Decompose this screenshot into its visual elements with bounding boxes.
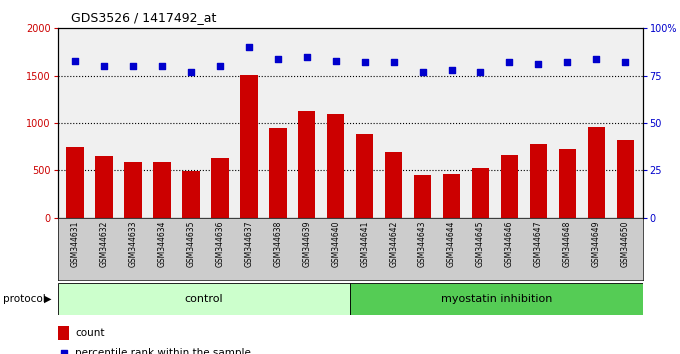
Point [504, 59, 515, 65]
Bar [350, 283, 643, 315]
Text: GSM344648: GSM344648 [563, 221, 572, 267]
Text: GSM344631: GSM344631 [71, 221, 80, 267]
Point [475, 69, 486, 75]
Point [417, 69, 428, 75]
Point [252, 261, 262, 267]
Point [359, 59, 370, 65]
Point [562, 59, 573, 65]
Bar [182, 171, 200, 218]
Bar [414, 175, 431, 218]
Text: GSM344639: GSM344639 [303, 221, 311, 267]
Bar [58, 283, 350, 315]
Text: ▶: ▶ [44, 294, 51, 304]
Bar [472, 167, 489, 218]
Text: percentile rank within the sample: percentile rank within the sample [75, 348, 251, 354]
Text: GSM344645: GSM344645 [476, 221, 485, 267]
Point [591, 56, 602, 62]
Bar [500, 155, 518, 218]
Bar [385, 152, 403, 218]
Text: GSM344650: GSM344650 [621, 221, 630, 267]
Point [301, 54, 312, 59]
Point [128, 63, 139, 69]
Text: GSM344636: GSM344636 [216, 221, 224, 267]
Bar [617, 140, 634, 218]
Bar [240, 75, 258, 218]
Bar [58, 326, 69, 340]
Text: GSM344635: GSM344635 [186, 221, 195, 267]
Text: GDS3526 / 1417492_at: GDS3526 / 1417492_at [71, 11, 217, 24]
Bar [95, 156, 113, 218]
Text: GSM344647: GSM344647 [534, 221, 543, 267]
Point [186, 69, 197, 75]
Text: GSM344649: GSM344649 [592, 221, 600, 267]
Point [156, 63, 167, 69]
Bar [356, 135, 373, 218]
Text: GSM344642: GSM344642 [389, 221, 398, 267]
Text: GSM344632: GSM344632 [100, 221, 109, 267]
Point [388, 59, 399, 65]
Point [70, 58, 81, 63]
Text: GSM344644: GSM344644 [447, 221, 456, 267]
Bar [298, 111, 316, 218]
Text: GSM344638: GSM344638 [273, 221, 282, 267]
Point [243, 45, 254, 50]
Text: GSM344640: GSM344640 [331, 221, 340, 267]
Bar [327, 114, 344, 218]
Bar [530, 144, 547, 218]
Bar [67, 147, 84, 218]
Bar [211, 158, 228, 218]
Text: count: count [75, 328, 105, 338]
Point [214, 63, 225, 69]
Text: GSM344641: GSM344641 [360, 221, 369, 267]
Text: control: control [185, 294, 223, 304]
Bar [269, 128, 286, 218]
Text: GSM344646: GSM344646 [505, 221, 514, 267]
Text: GSM344643: GSM344643 [418, 221, 427, 267]
Text: GSM344634: GSM344634 [158, 221, 167, 267]
Text: GSM344637: GSM344637 [244, 221, 254, 267]
Point [273, 56, 284, 62]
Point [619, 59, 630, 65]
Bar [124, 162, 141, 218]
Point [533, 62, 544, 67]
Text: myostatin inhibition: myostatin inhibition [441, 294, 552, 304]
Text: protocol: protocol [3, 294, 46, 304]
Bar [559, 149, 576, 218]
Text: GSM344633: GSM344633 [129, 221, 137, 267]
Bar [153, 162, 171, 218]
Bar [443, 174, 460, 218]
Point [446, 67, 457, 73]
Point [330, 58, 341, 63]
Bar [588, 127, 605, 218]
Point [99, 63, 109, 69]
